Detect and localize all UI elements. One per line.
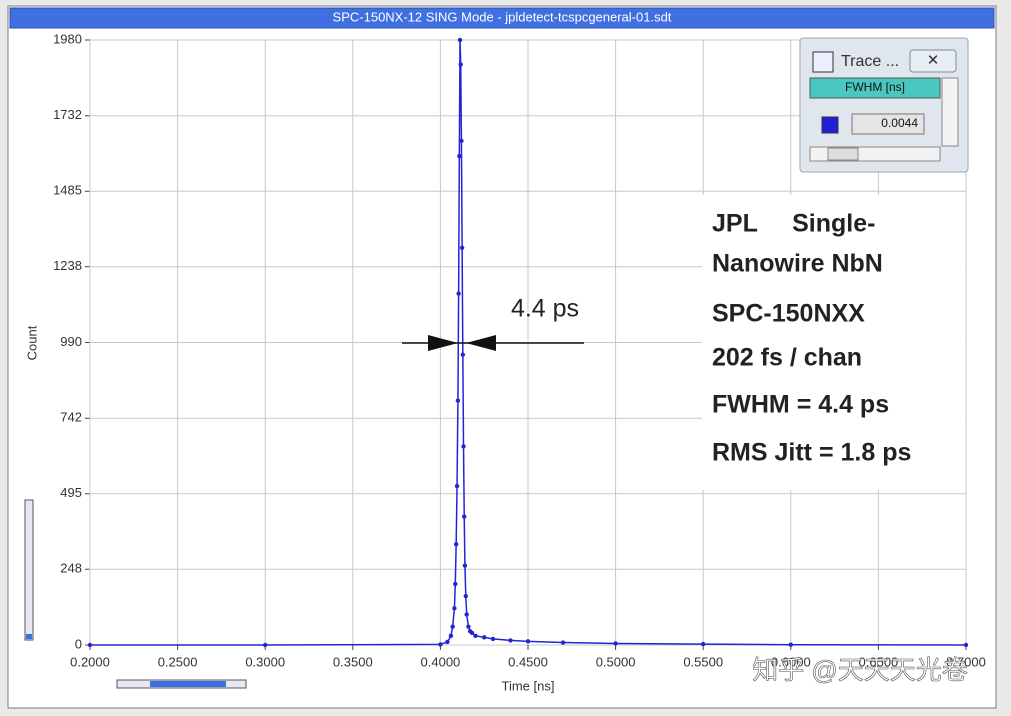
data-point [463,593,469,599]
trace-icon [812,51,834,73]
data-point [788,642,793,647]
data-point [460,352,466,357]
y-tick-label: 1485 [53,183,82,198]
x-axis-label: Time [ns] [502,678,555,693]
watermark: 知乎 @天天天光卷 [752,655,968,685]
y-tick-label: 495 [60,485,82,500]
data-point [466,624,471,629]
y-tick-label: 0 [75,636,82,651]
info-text: JPL Single- Nanowire NbN SPC-150NXX 202 fs … [712,210,911,467]
x-tick-label: 0.6500 [859,654,899,669]
data-point [462,563,468,568]
column-header[interactable] [809,77,941,99]
y-tick-label: 990 [60,334,82,349]
trace-color[interactable] [821,116,839,134]
trace-panel-title: Trace ... [841,53,899,70]
value-text: 0.0044 [881,116,918,130]
title-bar[interactable] [9,7,995,29]
y-tick-label: 1238 [53,258,82,273]
data-point [508,638,513,643]
data-point [473,633,478,639]
vertical-slider[interactable] [24,499,34,641]
data-point [525,639,531,644]
info-box [702,195,965,490]
y-tick-label: 248 [60,561,82,576]
data-point [448,633,454,639]
data-point [438,642,443,647]
window-title: SPC-150NX-12 SING Mode - jpldetect-tcspc… [333,9,672,24]
info-line: RMS Jitt = 1.8 ps [712,439,911,467]
x-tick-label: 0.2000 [70,654,110,669]
x-tick-label: 0.4000 [421,654,461,669]
y-tick-label: 742 [60,410,82,425]
y-tick-label: 1732 [53,107,82,122]
data-point [461,444,466,449]
x-tick-label: 0.5000 [596,654,636,669]
data-point [464,612,469,617]
data-point [450,624,455,629]
info-line: 202 fs / chan [712,344,862,372]
plot: 0 248 495 742 990 1238 1485 1732 1980 0.2000 0.250… [53,31,986,669]
data-point [459,245,465,250]
fwhm-label: 4.4 ps [511,295,579,323]
data-point [457,153,462,159]
data-point [462,514,467,519]
x-tick-label: 0.7000 [946,654,986,669]
data-point [454,483,460,489]
data-point [458,62,463,67]
column-header-text: FWHM [ns] [845,80,905,94]
data-point [456,291,461,296]
data-point [453,581,458,587]
close-button[interactable] [909,49,957,73]
data-point [445,639,450,645]
y-axis-label: Count [24,325,39,360]
x-tick-label: 0.6000 [771,654,811,669]
info-line: SPC-150NXX [712,300,865,328]
x-tick-label: 0.3000 [245,654,285,669]
data-point [457,37,463,43]
info-line: JPL Single- [712,210,875,238]
slider-thumb[interactable] [150,681,226,687]
x-tick-label: 0.3500 [333,654,373,669]
fwhm-arrow-left [428,335,458,351]
value-field [851,113,925,135]
x-tick-label: 0.4500 [508,654,548,669]
x-tick-label: 0.5500 [683,654,723,669]
data-point [453,541,459,547]
data-point [263,642,268,648]
data-point [87,642,93,648]
slider-thumb[interactable] [26,634,32,639]
data-point [560,640,566,645]
data-point [452,606,457,611]
data-point [701,641,706,647]
data-point [482,635,487,640]
data-point [490,636,496,642]
data-point [455,398,461,403]
x-tick-label: 0.2500 [158,654,198,669]
data-point [469,630,475,635]
info-line: Nanowire NbN [712,250,883,278]
fwhm-arrow-right [466,335,496,351]
v-scrollbar[interactable] [941,77,959,147]
trace-line [90,39,967,646]
close-icon: ✕ [927,52,940,69]
h-scroll-thumb[interactable] [827,147,859,161]
y-tick-label: 1980 [53,31,82,46]
data-point [613,641,618,646]
info-line: FWHM = 4.4 ps [712,391,889,419]
data-point [963,642,969,648]
data-point [459,138,464,144]
trace-panel[interactable]: Trace ... ✕ FWHM [ns] 0.0044 [799,37,969,173]
